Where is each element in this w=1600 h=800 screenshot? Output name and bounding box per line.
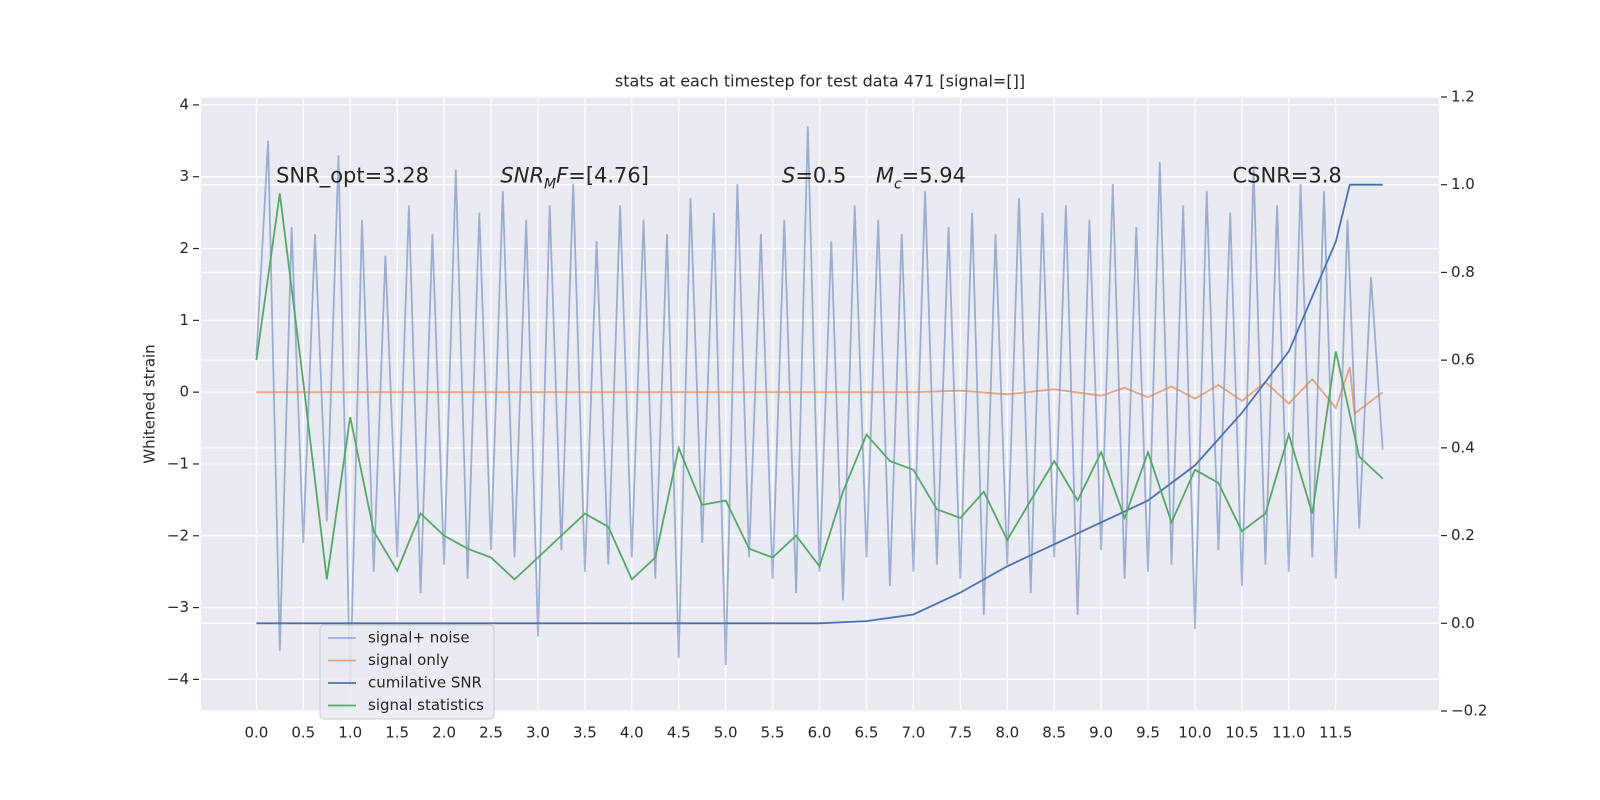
y2-tick-label: −0.2 xyxy=(1451,702,1487,720)
x-tick-label: 4.0 xyxy=(620,724,644,742)
legend-label: signal statistics xyxy=(368,696,484,714)
y-tick-label: 3 xyxy=(179,167,189,185)
y2-tick-label: 0.4 xyxy=(1451,438,1475,456)
x-tick-label: 0.0 xyxy=(244,724,268,742)
legend-label: signal+ noise xyxy=(368,629,470,647)
series-line xyxy=(256,183,1383,625)
annotation-part: M xyxy=(876,164,894,188)
x-tick-label: 1.0 xyxy=(338,724,362,742)
annotation: CSNR=3.8 xyxy=(1233,164,1342,188)
x-tick-label: 3.5 xyxy=(573,724,597,742)
annotation-part: =0.5 xyxy=(795,164,846,188)
x-tick-label: 5.0 xyxy=(714,724,738,742)
legend-label: signal only xyxy=(368,651,449,669)
x-tick-label: 7.5 xyxy=(948,724,972,742)
annotation-part: =5.94 xyxy=(902,164,966,188)
annotation-part: SNR_opt=3.28 xyxy=(276,164,429,189)
legend: signal+ noise signal only cumilative SNR si… xyxy=(319,624,495,720)
x-tick-label: 10.0 xyxy=(1178,724,1211,742)
series-line xyxy=(255,126,1384,687)
y-tick-label: 2 xyxy=(179,239,189,257)
x-tick-label: 11.5 xyxy=(1319,724,1352,742)
x-tick-label: 10.5 xyxy=(1225,724,1258,742)
x-tick-label: 8.0 xyxy=(995,724,1019,742)
x-tick-label: 8.5 xyxy=(1042,724,1066,742)
annotation-part: SNR xyxy=(500,164,544,188)
x-tick-label: 2.5 xyxy=(479,724,503,742)
annotation-part: S xyxy=(782,164,795,188)
y2-tick-label: 1.0 xyxy=(1451,175,1475,193)
annotation: SNR_opt=3.28 xyxy=(276,164,429,189)
series-line xyxy=(255,193,1384,581)
y2-tick-label: 1.2 xyxy=(1451,88,1475,106)
x-tick-label: 1.5 xyxy=(385,724,409,742)
y-tick-label: −2 xyxy=(167,526,189,544)
x-tick-label: 0.5 xyxy=(291,724,315,742)
annotation: S=0.5 xyxy=(782,164,846,188)
legend-label: cumilative SNR xyxy=(368,674,482,692)
x-tick-label: 11.0 xyxy=(1272,724,1305,742)
annotation-part: CSNR=3.8 xyxy=(1233,164,1342,188)
x-tick-label: 9.0 xyxy=(1089,724,1113,742)
annotation-part: c xyxy=(894,177,902,193)
annotation-part: F xyxy=(556,164,569,188)
y-tick-label: 0 xyxy=(179,383,189,401)
annotation-part: =[4.76] xyxy=(568,164,649,188)
annotation: Mc=5.94 xyxy=(876,164,966,193)
y-tick-label: 4 xyxy=(179,95,189,113)
y2-tick-label: 0.8 xyxy=(1451,263,1475,281)
x-tick-label: 6.5 xyxy=(855,724,879,742)
annotation: SNRMF=[4.76] xyxy=(500,164,649,193)
y2-tick-label: 0.0 xyxy=(1451,614,1475,632)
y-tick-label: −1 xyxy=(167,454,189,472)
y2-tick-label: 0.2 xyxy=(1451,526,1475,544)
y-tick-label: 1 xyxy=(179,311,189,329)
x-tick-label: 5.5 xyxy=(761,724,785,742)
x-tick-label: 4.5 xyxy=(667,724,691,742)
y-tick-label: −3 xyxy=(167,598,189,616)
marks xyxy=(255,126,1384,687)
chart-title: stats at each timestep for test data 471… xyxy=(615,72,1025,91)
x-tick-label: 3.0 xyxy=(526,724,550,742)
annotation-part: M xyxy=(544,177,556,193)
x-tick-label: 2.0 xyxy=(432,724,456,742)
x-tick-label: 9.5 xyxy=(1136,724,1160,742)
legend-box xyxy=(319,624,495,720)
grid xyxy=(201,96,1439,712)
y-axis-label: Whitened strain xyxy=(141,344,159,463)
x-tick-label: 7.0 xyxy=(901,724,925,742)
series-line xyxy=(256,366,1384,416)
y2-tick-label: 0.6 xyxy=(1451,351,1475,369)
x-tick-label: 6.0 xyxy=(808,724,832,742)
y-tick-label: −4 xyxy=(167,670,189,688)
